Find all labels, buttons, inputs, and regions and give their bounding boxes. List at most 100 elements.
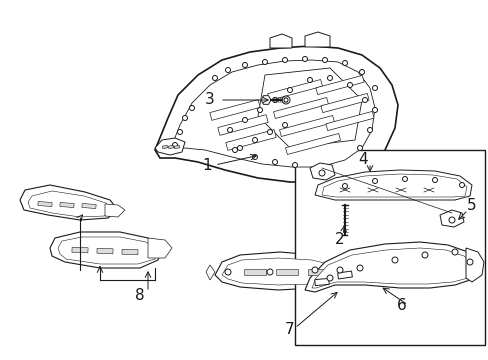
Circle shape [272,98,277,103]
Circle shape [359,69,364,75]
Circle shape [182,116,187,121]
Polygon shape [168,145,173,149]
Circle shape [267,130,272,135]
Polygon shape [314,170,471,200]
Circle shape [367,127,372,132]
Polygon shape [105,204,125,217]
Polygon shape [244,269,265,275]
Polygon shape [209,100,260,120]
Circle shape [272,159,277,165]
Circle shape [224,269,230,275]
Polygon shape [215,252,341,290]
Circle shape [362,98,367,103]
Circle shape [451,249,457,255]
Polygon shape [320,93,368,113]
Circle shape [342,60,347,66]
Polygon shape [122,249,138,255]
Polygon shape [267,80,322,100]
Circle shape [177,130,182,135]
Polygon shape [285,134,340,154]
Circle shape [318,170,325,176]
Polygon shape [148,238,172,258]
Polygon shape [309,163,334,180]
Circle shape [311,267,317,273]
Polygon shape [269,34,291,48]
Circle shape [284,98,287,102]
Circle shape [302,57,307,62]
Polygon shape [50,232,162,268]
Circle shape [282,96,289,104]
Circle shape [172,143,177,148]
Polygon shape [305,32,329,47]
Polygon shape [28,191,110,217]
Circle shape [282,58,287,63]
Polygon shape [205,265,215,280]
Polygon shape [97,248,113,254]
Polygon shape [217,115,267,135]
Polygon shape [258,68,361,148]
Text: 3: 3 [204,93,214,108]
Circle shape [257,108,262,112]
Text: 5: 5 [466,198,476,212]
Circle shape [402,176,407,181]
Circle shape [342,184,347,189]
Polygon shape [222,258,335,285]
Circle shape [327,76,332,81]
Circle shape [287,87,292,93]
Circle shape [357,145,362,150]
Circle shape [372,108,377,112]
Polygon shape [20,185,118,220]
Polygon shape [155,138,184,155]
Circle shape [262,59,267,64]
Polygon shape [81,203,96,208]
Circle shape [459,183,464,188]
Circle shape [252,154,257,159]
Circle shape [307,77,312,82]
Polygon shape [439,210,463,227]
Polygon shape [174,145,179,149]
Circle shape [448,217,454,223]
Polygon shape [58,237,158,264]
Polygon shape [225,130,276,150]
Polygon shape [314,278,328,285]
Circle shape [252,138,257,143]
Circle shape [372,85,377,90]
Circle shape [391,257,397,263]
Circle shape [227,127,232,132]
Polygon shape [279,116,334,136]
Circle shape [242,117,247,122]
Polygon shape [170,60,374,167]
Polygon shape [307,269,329,275]
Circle shape [356,265,362,271]
Polygon shape [162,145,167,149]
Polygon shape [275,269,297,275]
Circle shape [266,269,272,275]
Polygon shape [305,242,477,292]
Circle shape [336,267,342,273]
Circle shape [292,162,297,167]
Text: 6: 6 [396,297,406,312]
Polygon shape [465,248,483,282]
Circle shape [322,58,327,63]
Circle shape [431,177,437,183]
Circle shape [237,145,242,150]
Circle shape [466,259,472,265]
Polygon shape [337,258,349,278]
Circle shape [372,179,377,184]
Polygon shape [273,98,328,118]
Polygon shape [311,248,473,288]
Text: 7: 7 [285,323,294,338]
Circle shape [347,82,352,87]
Text: 8: 8 [135,288,144,302]
Polygon shape [261,96,270,104]
Polygon shape [38,201,52,207]
Polygon shape [325,111,373,131]
Text: 4: 4 [357,153,367,167]
Bar [294,150,484,345]
Circle shape [242,63,247,68]
Circle shape [282,122,287,127]
Polygon shape [155,46,397,182]
Polygon shape [321,174,466,197]
Circle shape [212,76,217,81]
Circle shape [225,68,230,72]
